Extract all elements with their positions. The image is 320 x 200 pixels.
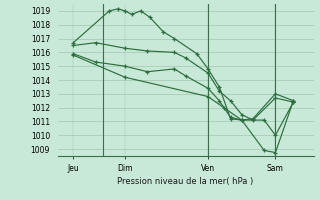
X-axis label: Pression niveau de la mer( hPa ): Pression niveau de la mer( hPa ) [117, 177, 254, 186]
